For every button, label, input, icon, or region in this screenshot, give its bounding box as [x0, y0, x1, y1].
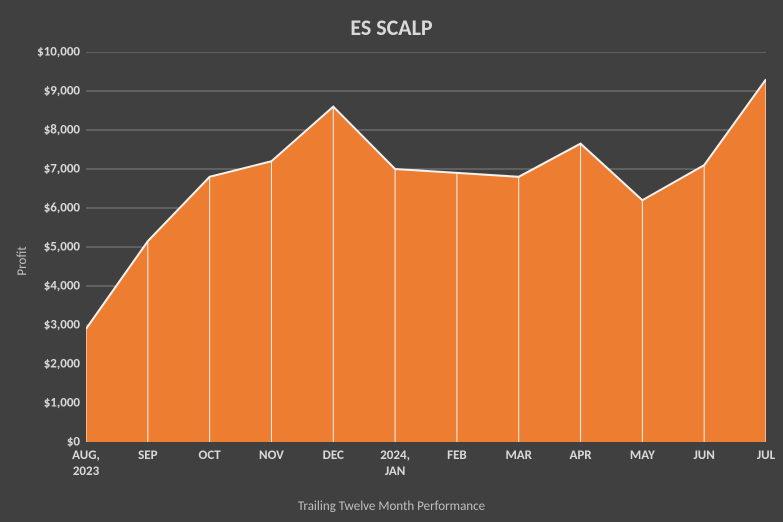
x-tick-label: SEP: [138, 448, 157, 464]
plot-area: $0$1,000$2,000$3,000$4,000$5,000$6,000$7…: [86, 52, 766, 442]
y-tick-label: $4,000: [44, 279, 80, 294]
x-tick-label: AUG, 2023: [72, 448, 100, 479]
y-tick-label: $7,000: [44, 162, 80, 177]
x-tick-label: 2024, JAN: [380, 448, 410, 479]
x-tick-label: JUN: [693, 448, 714, 464]
y-tick-label: $5,000: [44, 240, 80, 255]
x-tick-label: FEB: [447, 448, 467, 464]
y-tick-label: $2,000: [44, 357, 80, 372]
y-tick-label: $6,000: [44, 201, 80, 216]
x-tick-label: MAY: [630, 448, 655, 464]
area-chart: ES SCALP Profit Trailing Twelve Month Pe…: [0, 0, 783, 522]
y-tick-label: $1,000: [44, 396, 80, 411]
y-tick-label: $3,000: [44, 318, 80, 333]
y-axis-title: Profit: [15, 246, 30, 275]
x-tick-label: JUL: [757, 448, 775, 464]
x-tick-label: NOV: [259, 448, 284, 464]
x-tick-label: MAR: [505, 448, 532, 464]
y-tick-label: $9,000: [44, 84, 80, 99]
x-tick-label: APR: [569, 448, 591, 464]
y-tick-label: $10,000: [37, 45, 80, 60]
chart-title: ES SCALP: [0, 14, 783, 41]
y-tick-label: $8,000: [44, 123, 80, 138]
x-tick-label: OCT: [199, 448, 221, 464]
x-axis-title: Trailing Twelve Month Performance: [0, 499, 783, 514]
x-tick-label: DEC: [323, 448, 344, 464]
